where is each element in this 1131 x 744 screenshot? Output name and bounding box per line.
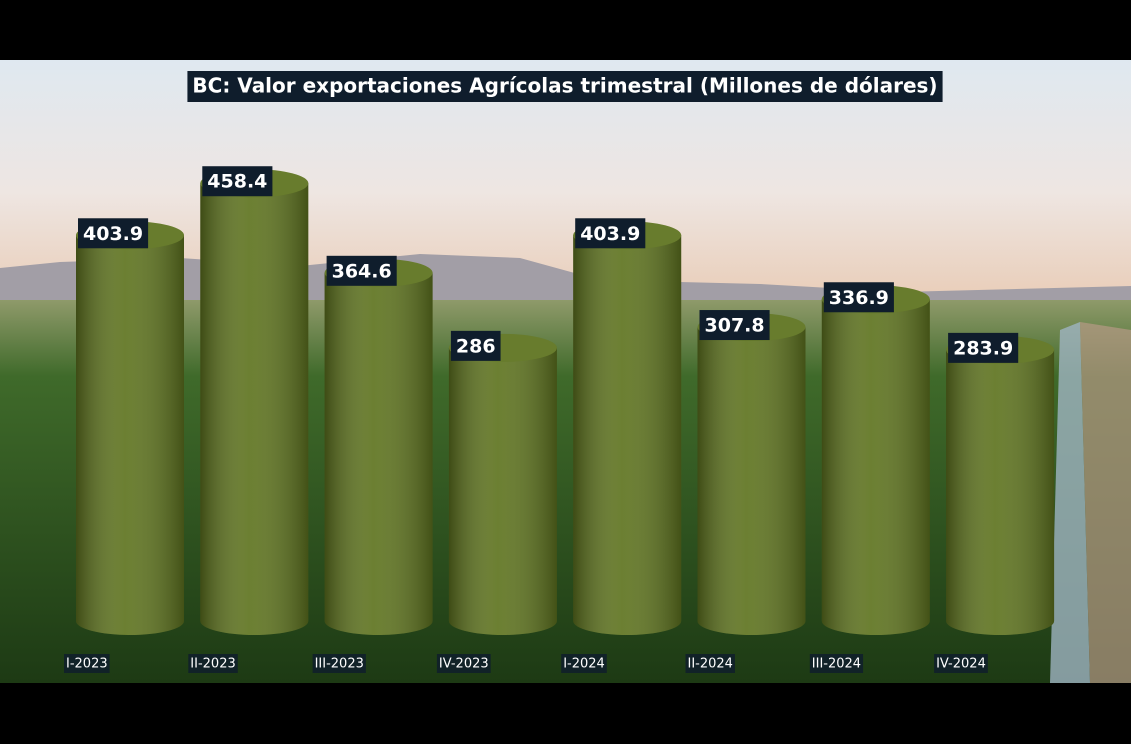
cylinder-shade [821, 299, 930, 635]
value-label: 307.8 [705, 315, 765, 337]
value-label-background [326, 255, 397, 286]
value-label-background [202, 166, 273, 197]
canal [1050, 322, 1090, 683]
x-tick-label-background [561, 654, 607, 673]
bottom-band [0, 683, 1131, 744]
value-label: 286 [456, 335, 496, 357]
title-background [187, 71, 943, 102]
x-tick-label: II-2023 [190, 657, 235, 672]
x-tick-label-background [312, 654, 366, 673]
cylinder-shade [946, 349, 1055, 635]
x-tick-label: II-2024 [688, 657, 733, 672]
field [0, 300, 1131, 683]
x-tick-label-background [436, 654, 491, 673]
x-tick-label-background [685, 654, 735, 673]
value-label: 336.9 [829, 287, 889, 309]
cylinder-shade [573, 235, 682, 635]
value-label-background [948, 332, 1019, 363]
x-tick-label: I-2024 [563, 657, 605, 672]
x-tick-label: III-2024 [812, 657, 861, 672]
x-tick-label: IV-2023 [439, 657, 489, 672]
value-label: 364.6 [332, 260, 392, 282]
value-label-background [575, 218, 646, 249]
x-tick-label: I-2023 [66, 657, 108, 672]
x-tick-label-background [934, 654, 988, 673]
value-label: 283.9 [953, 337, 1013, 359]
x-tick-label-background [188, 654, 238, 673]
cylinder-shade [324, 272, 433, 635]
value-label-background [450, 330, 501, 361]
cylinder-shade [448, 347, 557, 635]
cylinder-shade [200, 183, 309, 635]
x-tick-label-background [809, 654, 864, 673]
value-label-background [78, 218, 149, 249]
chart-title: BC: Valor exportaciones Agrícolas trimes… [192, 74, 937, 98]
cylinder-shade [697, 327, 806, 635]
cylinder-shade [76, 235, 184, 635]
value-label: 458.4 [207, 171, 267, 193]
top-band [0, 0, 1131, 60]
value-label: 403.9 [83, 223, 143, 245]
value-label: 403.9 [580, 223, 640, 245]
x-tick-label-background [64, 654, 110, 673]
x-tick-label: IV-2024 [936, 657, 986, 672]
x-tick-label: III-2023 [315, 657, 364, 672]
value-label-background [699, 310, 770, 341]
value-label-background [823, 282, 894, 313]
road [1080, 322, 1131, 683]
